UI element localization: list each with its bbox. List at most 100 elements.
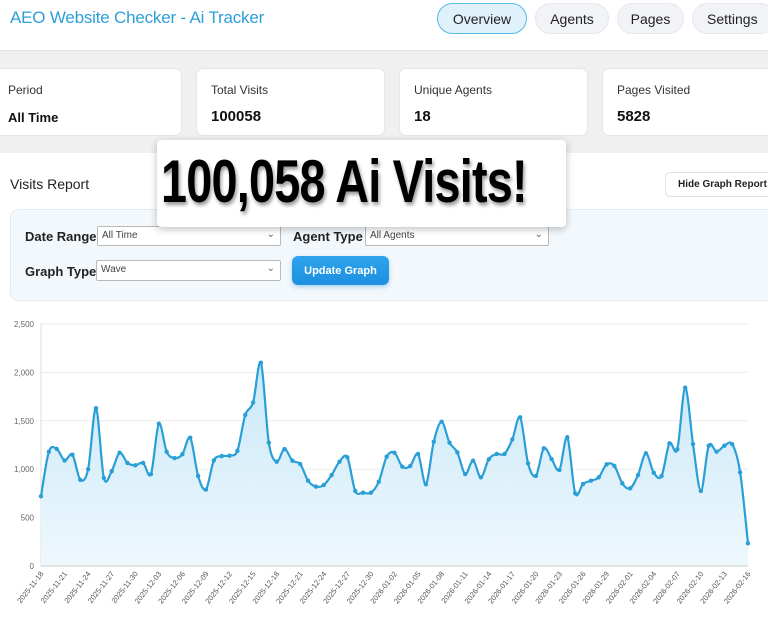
data-point <box>243 412 248 418</box>
graph-type-label: Graph Type <box>25 264 97 279</box>
data-point <box>549 456 554 462</box>
visits-overlay-banner: 100,058 Ai Visits! <box>157 140 566 227</box>
chevron-down-icon: ⌄ <box>266 229 275 240</box>
y-tick-label: 0 <box>30 562 35 571</box>
data-point <box>337 459 342 464</box>
data-point <box>533 473 539 479</box>
data-point <box>78 477 83 483</box>
data-point <box>140 460 146 466</box>
data-point <box>463 471 468 477</box>
y-tick-label: 2,000 <box>14 368 35 377</box>
agent-type-select[interactable]: All Agents ⌄ <box>365 226 549 246</box>
data-point <box>109 468 114 474</box>
data-point <box>148 471 154 477</box>
data-point <box>690 441 696 447</box>
stat-value: 100058 <box>211 108 262 125</box>
data-point <box>203 487 209 492</box>
data-point <box>612 463 617 469</box>
data-point <box>478 475 484 480</box>
data-point <box>305 478 311 483</box>
data-point <box>698 488 704 494</box>
data-point <box>195 473 201 479</box>
data-point <box>101 475 107 481</box>
data-point <box>46 449 52 454</box>
tab-settings[interactable]: Settings <box>692 3 768 34</box>
data-point <box>117 450 122 455</box>
data-point <box>667 441 672 446</box>
data-point <box>431 439 436 444</box>
data-point <box>423 482 429 487</box>
date-range-value: All Time <box>102 230 138 241</box>
data-point <box>164 449 169 454</box>
data-point <box>745 541 751 546</box>
data-point <box>494 451 499 457</box>
area-fill <box>41 361 748 566</box>
data-point <box>188 435 193 440</box>
data-point <box>400 464 405 469</box>
data-point <box>219 453 224 459</box>
data-point <box>227 453 232 458</box>
update-graph-button[interactable]: Update Graph <box>292 256 389 285</box>
data-point <box>682 385 688 390</box>
data-point <box>620 481 625 486</box>
overlay-text: 100,058 Ai Visits! <box>161 148 528 215</box>
data-point <box>266 440 272 445</box>
data-point <box>675 447 680 452</box>
data-point <box>93 406 99 411</box>
data-point <box>510 437 515 442</box>
stat-label: Unique Agents <box>414 83 493 97</box>
data-point <box>298 461 303 467</box>
data-point <box>258 360 264 365</box>
y-tick-label: 500 <box>21 514 35 523</box>
data-point <box>706 443 711 448</box>
stat-card-period: Period All Time <box>0 68 182 136</box>
data-point <box>235 448 240 454</box>
y-tick-label: 2,500 <box>14 320 35 329</box>
data-point <box>627 486 633 491</box>
stat-card-unique-agents: Unique Agents 18 <box>399 68 588 136</box>
data-point <box>250 400 256 405</box>
data-point <box>156 421 162 426</box>
data-point <box>486 457 491 462</box>
data-point <box>408 463 413 469</box>
date-range-select[interactable]: All Time ⌄ <box>97 226 281 246</box>
hide-graph-report-button[interactable]: Hide Graph Report <box>665 172 768 197</box>
visits-report-title: Visits Report <box>10 176 90 192</box>
data-point <box>730 442 735 447</box>
data-point <box>274 459 279 464</box>
data-point <box>313 484 319 489</box>
app-title: AEO Website Checker - Ai Tracker <box>10 8 265 27</box>
tab-pages[interactable]: Pages <box>617 3 684 34</box>
data-point <box>133 463 138 468</box>
stat-value: 18 <box>414 108 431 125</box>
stat-value: All Time <box>8 110 59 125</box>
data-point <box>392 450 397 455</box>
graph-type-select[interactable]: Wave ⌄ <box>96 260 281 281</box>
data-point <box>125 460 130 466</box>
data-point <box>415 451 421 457</box>
tab-overview[interactable]: Overview <box>437 3 527 34</box>
data-point <box>447 440 452 445</box>
stat-value: 5828 <box>617 108 651 125</box>
data-point <box>368 490 374 495</box>
date-range-label: Date Range <box>25 229 97 244</box>
data-point <box>329 472 334 478</box>
data-point <box>376 479 381 484</box>
chevron-down-icon: ⌄ <box>266 263 275 274</box>
data-point <box>85 467 91 472</box>
stat-label: Period <box>8 83 43 97</box>
stat-label: Pages Visited <box>617 83 691 97</box>
data-point <box>384 454 389 459</box>
visits-chart: 05001,0001,5002,0002,5002025-11-182025-1… <box>14 320 753 605</box>
stat-card-total-visits: Total Visits 100058 <box>196 68 385 136</box>
tab-agents[interactable]: Agents <box>535 3 609 34</box>
data-point <box>321 482 326 488</box>
data-point <box>282 446 287 452</box>
data-point <box>211 458 217 463</box>
header: AEO Website Checker - Ai Tracker Overvie… <box>0 0 768 51</box>
data-point <box>596 475 601 480</box>
data-point <box>643 451 649 456</box>
data-point <box>541 446 546 451</box>
agent-type-label: Agent Type <box>293 229 363 244</box>
data-point <box>557 467 562 473</box>
